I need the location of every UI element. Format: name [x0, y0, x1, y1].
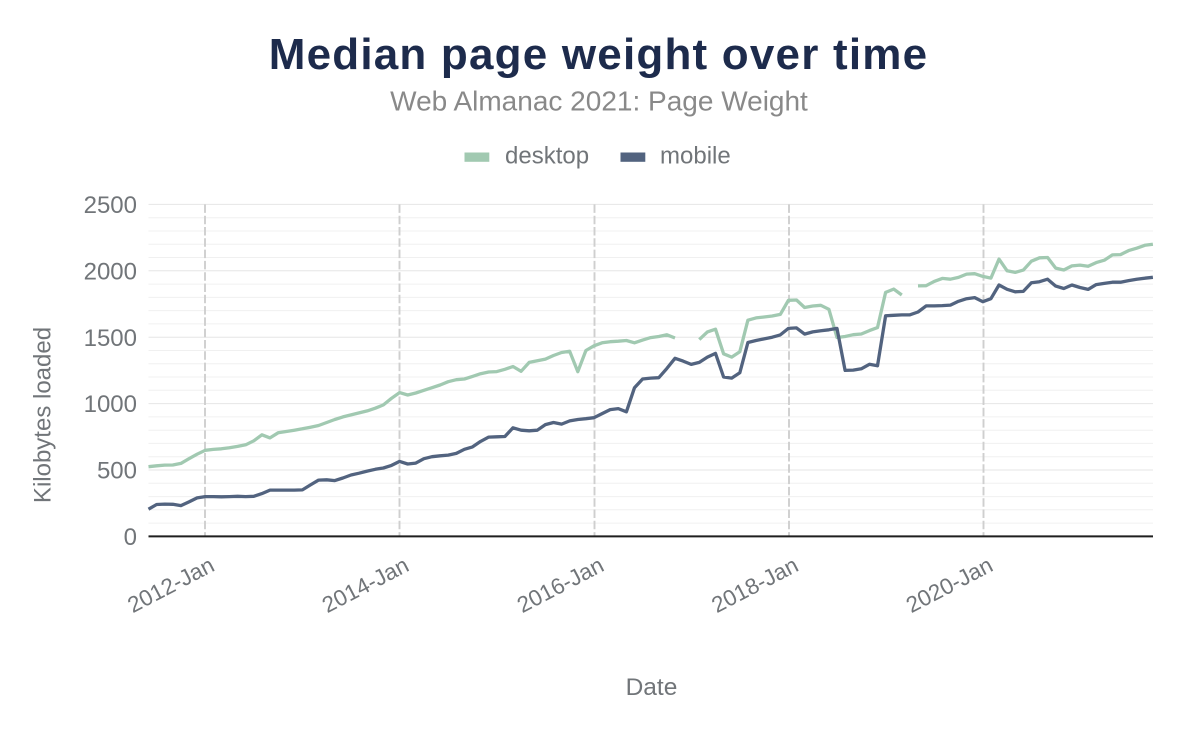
svg-text:1500: 1500: [84, 325, 137, 352]
svg-text:500: 500: [97, 458, 137, 485]
svg-text:1000: 1000: [84, 391, 137, 418]
svg-text:2500: 2500: [84, 192, 137, 219]
svg-text:Kilobytes loaded: Kilobytes loaded: [30, 327, 57, 503]
svg-text:Median page weight over time: Median page weight over time: [269, 30, 929, 79]
svg-text:Date: Date: [626, 674, 678, 701]
svg-text:Web Almanac 2021: Page Weight: Web Almanac 2021: Page Weight: [390, 86, 808, 117]
svg-text:0: 0: [124, 524, 137, 551]
svg-text:mobile: mobile: [660, 143, 731, 170]
svg-text:desktop: desktop: [505, 143, 589, 170]
svg-text:2000: 2000: [84, 258, 137, 285]
